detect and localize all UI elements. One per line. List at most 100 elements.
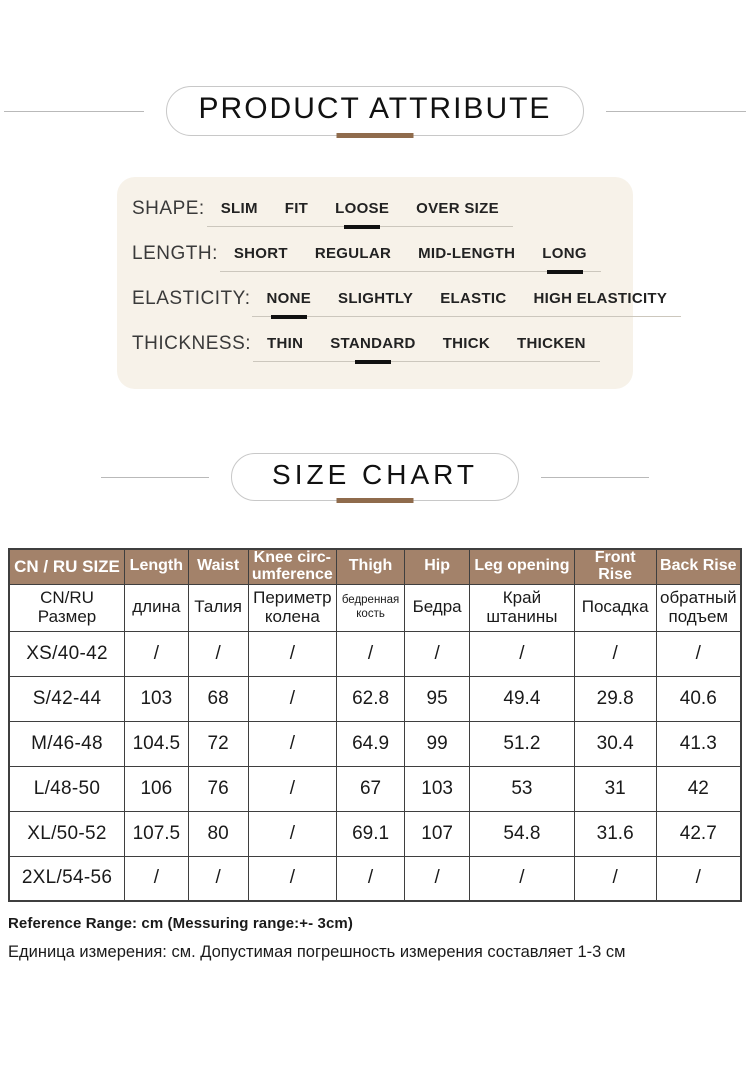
size-cell: 40.6 bbox=[655, 675, 742, 722]
size-row-label: L/48-50 bbox=[8, 765, 126, 812]
size-cell: 107 bbox=[404, 810, 471, 857]
product-attribute-header: PRODUCT ATTRIBUTE bbox=[0, 86, 750, 138]
attribute-options: THIN STANDARD THICK THICKEN bbox=[253, 330, 600, 364]
attribute-option: FIT bbox=[284, 200, 309, 217]
size-cell: 64.9 bbox=[336, 720, 406, 767]
size-cell: 67 bbox=[336, 765, 406, 812]
header-cell-ru: обратный подъем bbox=[655, 583, 742, 632]
attribute-option: MID-LENGTH bbox=[418, 245, 516, 262]
size-chart-header: SIZE CHART bbox=[0, 453, 750, 503]
attribute-option: REGULAR bbox=[314, 245, 392, 262]
size-cell: 42.7 bbox=[655, 810, 742, 857]
header-cell-en: Front Rise bbox=[573, 548, 657, 585]
header-cell-ru: Посадка bbox=[573, 583, 657, 632]
size-cell: / bbox=[247, 855, 338, 902]
size-cell: 62.8 bbox=[336, 675, 406, 722]
attribute-option: SLIM bbox=[220, 200, 258, 217]
size-cell: 68 bbox=[187, 675, 249, 722]
size-cell: / bbox=[124, 630, 189, 677]
divider-line-right bbox=[606, 110, 747, 112]
attribute-row-length: LENGTH: SHORT REGULAR MID-LENGTH LONG bbox=[117, 240, 633, 285]
size-cell: 49.4 bbox=[469, 675, 575, 722]
attribute-option: THICK bbox=[442, 335, 491, 352]
header-cell-en: Length bbox=[124, 548, 189, 585]
header-cell-en: CN / RU SIZE bbox=[8, 548, 126, 585]
accent-bar bbox=[336, 133, 414, 138]
table-header-row-ru: CN/RU Размер длина Талия Периметр колена бед… bbox=[8, 583, 742, 632]
size-cell: 51.2 bbox=[469, 720, 575, 767]
size-cell: 30.4 bbox=[573, 720, 657, 767]
header-cell-ru: Край штанины bbox=[469, 583, 575, 632]
header-cell-en: Hip bbox=[404, 548, 471, 585]
selected-option-marker bbox=[354, 360, 391, 364]
size-cell: 106 bbox=[124, 765, 189, 812]
product-attribute-title: PRODUCT ATTRIBUTE bbox=[198, 92, 552, 125]
size-row-label: XL/50-52 bbox=[8, 810, 126, 857]
size-cell: 69.1 bbox=[336, 810, 406, 857]
attribute-row-shape: SHAPE: SLIM FIT LOOSE OVER SIZE bbox=[117, 195, 633, 240]
table-row: XS/40-42// / / / / / / bbox=[8, 630, 742, 677]
header-cell-en: Waist bbox=[187, 548, 249, 585]
size-cell: / bbox=[336, 855, 406, 902]
header-cell-ru: Талия bbox=[187, 583, 249, 632]
selected-option-marker bbox=[344, 225, 381, 229]
size-cell: 103 bbox=[404, 765, 471, 812]
header-cell-en: Leg opening bbox=[469, 548, 575, 585]
size-cell: 99 bbox=[404, 720, 471, 767]
size-row-label: 2XL/54-56 bbox=[8, 855, 126, 902]
size-cell: 42 bbox=[655, 765, 742, 812]
size-cell: / bbox=[247, 810, 338, 857]
size-chart-title: SIZE CHART bbox=[272, 459, 478, 490]
attribute-option: LOOSE bbox=[335, 200, 389, 229]
reference-range-note-en: Reference Range: cm (Messuring range:+- … bbox=[8, 915, 353, 933]
size-cell: / bbox=[469, 855, 575, 902]
size-cell: 76 bbox=[187, 765, 249, 812]
table-row: L/48-50 106 76/67 103 53 31 42 bbox=[8, 765, 742, 812]
table-row: XL/50-52 107.5 80/69.1 107 54.8 31.6 42.7 bbox=[8, 810, 742, 857]
size-cell: / bbox=[573, 855, 657, 902]
table-header-row-en: CN / RU SIZE Length Waist Knee circ-umferen… bbox=[8, 548, 742, 585]
size-cell: / bbox=[655, 855, 742, 902]
attribute-option: THICKEN bbox=[517, 335, 586, 352]
header-cell-ru: Периметр колена bbox=[247, 583, 338, 632]
attribute-option: SLIGHTLY bbox=[338, 290, 414, 307]
size-cell: 31 bbox=[573, 765, 657, 812]
header-cell-ru: Бедра bbox=[404, 583, 471, 632]
attribute-option: HIGH ELASTICITY bbox=[533, 290, 668, 307]
size-cell: / bbox=[404, 855, 471, 902]
table-row: M/46-48 104.5 72/64.9 99 51.2 30.4 41.3 bbox=[8, 720, 742, 767]
attribute-option: NONE bbox=[266, 290, 311, 319]
measurement-notes: Reference Range: cm (Messuring range:+- … bbox=[8, 915, 750, 962]
accent-bar bbox=[336, 498, 414, 503]
size-cell: 80 bbox=[187, 810, 249, 857]
attribute-option: LONG bbox=[542, 245, 587, 274]
attribute-options: SHORT REGULAR MID-LENGTH LONG bbox=[219, 240, 601, 274]
attribute-options: SLIM FIT LOOSE OVER SIZE bbox=[206, 195, 513, 229]
size-cell: 41.3 bbox=[655, 720, 742, 767]
attribute-option: ELASTIC bbox=[440, 290, 507, 307]
size-chart-table: CN / RU SIZE Length Waist Knee circ-umferen… bbox=[8, 548, 742, 903]
attribute-option: THIN bbox=[267, 335, 304, 352]
attribute-option: SHORT bbox=[233, 245, 288, 262]
size-cell: / bbox=[247, 675, 338, 722]
size-cell: 29.8 bbox=[573, 675, 657, 722]
attribute-options: NONE SLIGHTLY ELASTIC HIGH ELASTICITY bbox=[252, 285, 682, 319]
size-row-label: M/46-48 bbox=[8, 720, 126, 767]
size-cell: / bbox=[247, 720, 338, 767]
header-cell-ru: бедренная кость bbox=[336, 583, 406, 632]
header-cell-en: Back Rise bbox=[655, 548, 742, 585]
size-cell: / bbox=[469, 630, 575, 677]
size-cell: 54.8 bbox=[469, 810, 575, 857]
header-cell-ru: CN/RU Размер bbox=[8, 583, 126, 632]
size-cell: 72 bbox=[187, 720, 249, 767]
header-cell-en: Knee circ-umference bbox=[247, 548, 338, 585]
size-cell: 95 bbox=[404, 675, 471, 722]
size-cell: 103 bbox=[124, 675, 189, 722]
table-row: S/42-44 103 68/62.8 95 49.4 29.8 40.6 bbox=[8, 675, 742, 722]
reference-range-note-ru: Единица измерения: см. Допустимая погреш… bbox=[8, 943, 626, 962]
attribute-label: ELASTICITY: bbox=[132, 288, 251, 309]
size-chart-pill: SIZE CHART bbox=[231, 453, 519, 503]
size-cell: / bbox=[404, 630, 471, 677]
table-row: 2XL/54-56// / / / / / / bbox=[8, 855, 742, 902]
attribute-label: LENGTH: bbox=[132, 243, 218, 264]
